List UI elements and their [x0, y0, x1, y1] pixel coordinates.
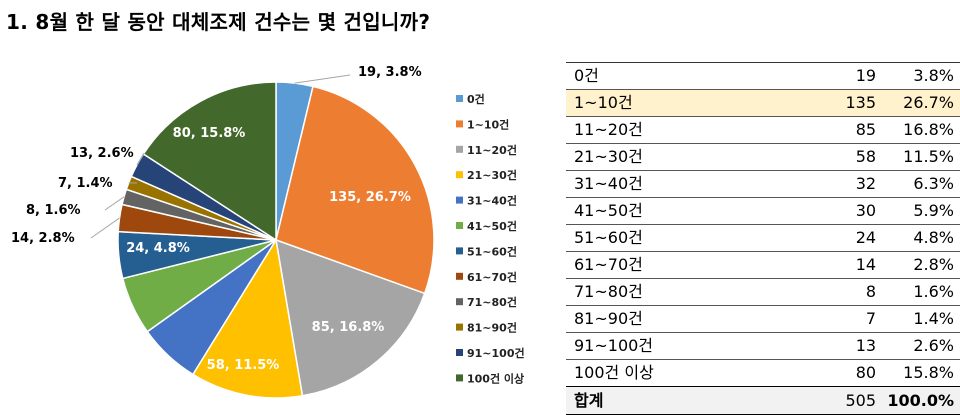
- category-cell: 81~90건: [566, 306, 793, 333]
- percent-cell: 1.6%: [880, 279, 960, 306]
- legend-swatch: [456, 120, 463, 127]
- data-label: 8, 1.6%: [26, 203, 81, 218]
- count-cell: 14: [793, 252, 880, 279]
- legend-swatch: [456, 247, 463, 254]
- data-label: 13, 2.6%: [70, 146, 134, 161]
- legend-label: 0건: [467, 92, 485, 106]
- legend-label: 91~100건: [467, 346, 525, 360]
- category-cell: 11~20건: [566, 117, 793, 144]
- category-cell: 21~30건: [566, 144, 793, 171]
- count-cell: 58: [793, 144, 880, 171]
- count-cell: 19: [793, 63, 880, 90]
- legend-swatch: [456, 222, 463, 229]
- leader-line: [295, 75, 350, 83]
- category-cell: 100건 이상: [566, 360, 793, 387]
- percent-cell: 3.8%: [880, 63, 960, 90]
- category-cell: 41~50건: [566, 198, 793, 225]
- percent-cell: 2.6%: [880, 333, 960, 360]
- data-label: 85, 16.8%: [312, 320, 385, 335]
- legend-label: 100건 이상: [467, 371, 524, 385]
- category-cell: 61~70건: [566, 252, 793, 279]
- count-cell: 13: [793, 333, 880, 360]
- percent-cell: 2.8%: [880, 252, 960, 279]
- count-cell: 32: [793, 171, 880, 198]
- legend-swatch: [456, 374, 463, 381]
- legend-swatch: [456, 95, 463, 102]
- legend-swatch: [456, 298, 463, 305]
- count-cell: 135: [793, 90, 880, 117]
- count-cell: 85: [793, 117, 880, 144]
- legend-label: 31~40건: [467, 194, 517, 208]
- category-cell: 31~40건: [566, 171, 793, 198]
- data-label: 24, 4.8%: [126, 241, 190, 256]
- legend-label: 61~70건: [467, 270, 517, 284]
- count-cell: 80: [793, 360, 880, 387]
- category-cell: 1~10건: [566, 90, 793, 117]
- legend-swatch: [456, 349, 463, 356]
- legend-label: 51~60건: [467, 244, 517, 258]
- percent-cell: 6.3%: [880, 171, 960, 198]
- category-cell: 51~60건: [566, 225, 793, 252]
- legend-label: 1~10건: [467, 117, 509, 131]
- legend-swatch: [456, 146, 463, 153]
- data-label: 80, 15.8%: [173, 126, 246, 141]
- count-cell: 24: [793, 225, 880, 252]
- legend-swatch: [456, 171, 463, 178]
- legend-swatch: [456, 197, 463, 204]
- percent-cell: 11.5%: [880, 144, 960, 171]
- leader-line: [91, 218, 120, 238]
- percent-cell: 5.9%: [880, 198, 960, 225]
- pie-chart: 19, 3.8% 135, 26.7% 85, 16.8% 58, 11.5% 24, …: [0, 0, 560, 411]
- data-label: 14, 2.8%: [11, 231, 75, 246]
- category-cell: 0건: [566, 63, 793, 90]
- count-cell: 8: [793, 279, 880, 306]
- count-cell: 30: [793, 198, 880, 225]
- legend-swatch: [456, 324, 463, 331]
- percent-cell: 1.4%: [880, 306, 960, 333]
- percent-cell: 100.0%: [880, 387, 960, 415]
- category-cell: 합계: [566, 387, 793, 415]
- category-cell: 91~100건: [566, 333, 793, 360]
- category-cell: 71~80건: [566, 279, 793, 306]
- data-label: 19, 3.8%: [358, 65, 422, 80]
- percent-cell: 26.7%: [880, 90, 960, 117]
- legend-label: 21~30건: [467, 168, 517, 182]
- percent-cell: 16.8%: [880, 117, 960, 144]
- legend-label: 71~80건: [467, 295, 517, 309]
- percent-cell: 4.8%: [880, 225, 960, 252]
- count-cell: 505: [793, 387, 880, 415]
- legend-label: 11~20건: [467, 143, 517, 157]
- count-cell: 7: [793, 306, 880, 333]
- legend-swatch: [456, 273, 463, 280]
- percent-cell: 15.8%: [880, 360, 960, 387]
- legend-label: 41~50건: [467, 219, 517, 233]
- data-label: 7, 1.4%: [58, 176, 113, 191]
- data-label: 58, 11.5%: [207, 358, 280, 373]
- data-label: 135, 26.7%: [329, 190, 411, 205]
- legend-label: 81~90건: [467, 321, 517, 335]
